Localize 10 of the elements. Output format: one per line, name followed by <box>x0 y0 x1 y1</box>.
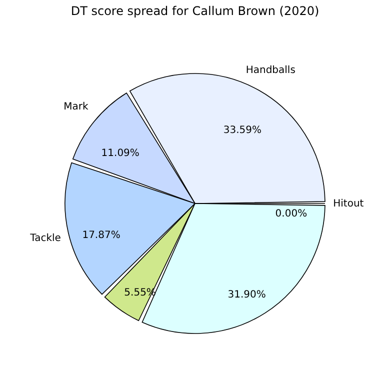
data-label: 17.87% <box>82 230 120 242</box>
slice-label: Mark <box>64 102 89 113</box>
text: 0.00% <box>275 208 308 220</box>
data-label: 31.90% <box>228 290 266 301</box>
slice-label: Handballs <box>246 65 296 76</box>
data-label: 33.59% <box>223 124 262 136</box>
data-label: 11.09% <box>101 148 140 159</box>
slice-label: Tackle <box>29 233 61 244</box>
category-label: Hitout <box>333 198 364 210</box>
chart-title: DT score spread for Callum Brown (2020) <box>70 4 320 18</box>
